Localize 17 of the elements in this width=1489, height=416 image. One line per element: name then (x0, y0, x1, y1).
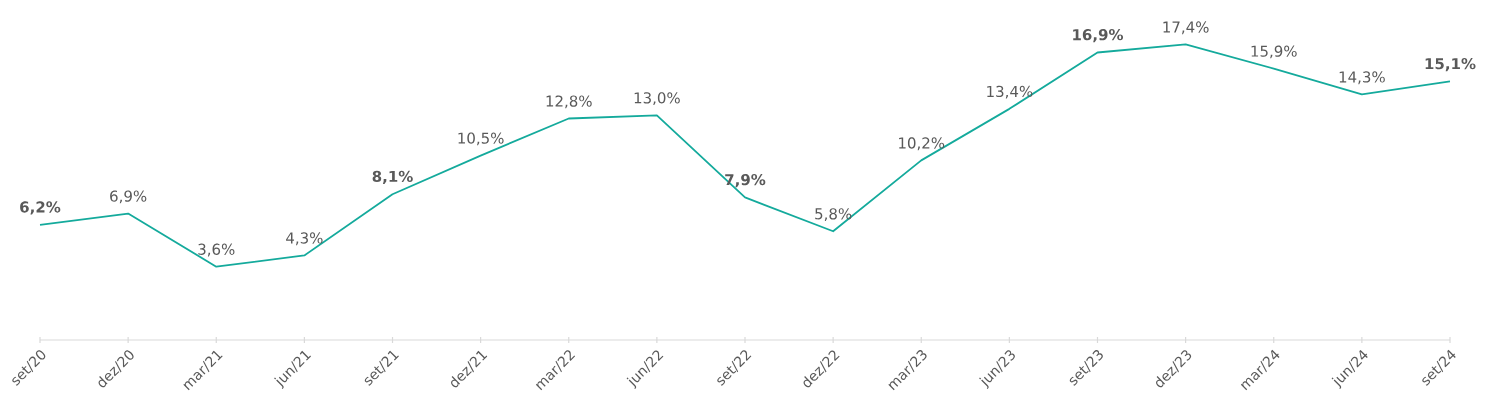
data-label: 17,4% (1163, 21, 1209, 35)
data-label: 13,0% (634, 92, 680, 106)
data-label: 12,8% (546, 95, 592, 109)
data-label: 10,2% (899, 137, 945, 151)
data-label: 15,1% (1425, 57, 1476, 72)
data-label: 8,1% (372, 170, 413, 184)
data-label: 3,6% (198, 243, 235, 257)
data-label: 10,5% (458, 132, 504, 146)
data-label: 6,9% (110, 190, 147, 204)
data-label: 15,9% (1251, 45, 1297, 59)
data-label: 5,8% (815, 208, 852, 221)
data-label: 16,9% (1073, 29, 1124, 43)
data-label: 4,3% (286, 232, 323, 246)
data-label: 7,9% (725, 173, 766, 188)
data-label: 6,2% (20, 201, 61, 215)
data-label: 13,4% (987, 85, 1033, 99)
data-label: 14,3% (1339, 71, 1385, 85)
